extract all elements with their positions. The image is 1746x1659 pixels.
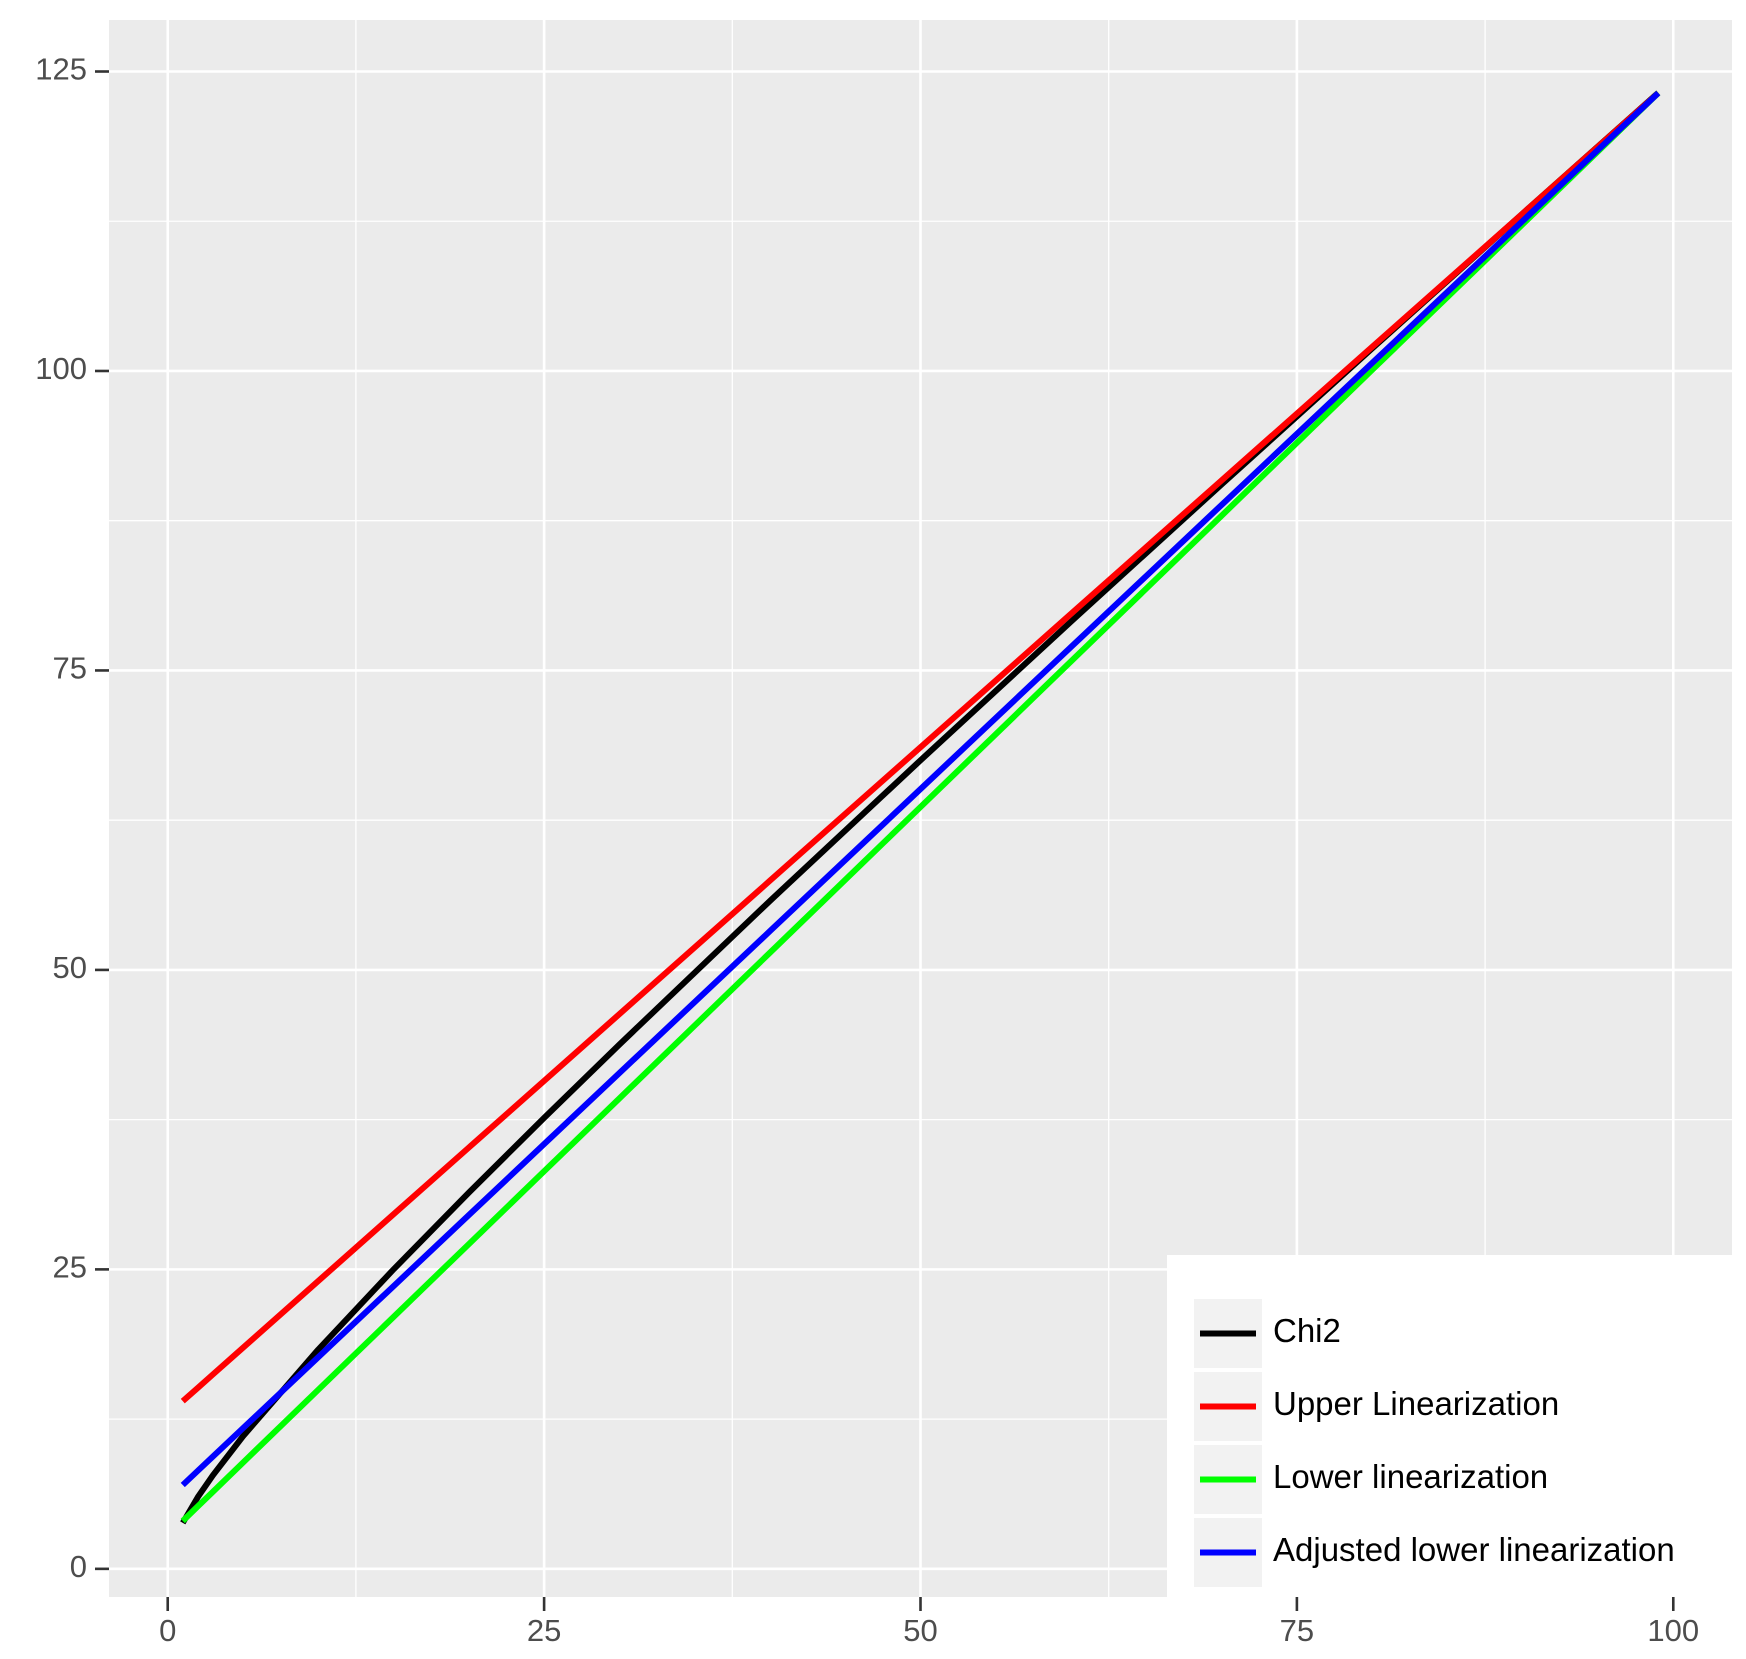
y-tick-label: 100 (35, 351, 87, 386)
series-line (180, 90, 1661, 1524)
x-tick-label: 50 (903, 1613, 937, 1648)
x-tick-label: 0 (159, 1613, 176, 1648)
legend: Chi2 Upper Linearization Lower linearizati… (1167, 1255, 1732, 1597)
y-tick-label: 0 (70, 1549, 87, 1584)
y-tick-label: 25 (53, 1250, 87, 1285)
y-tick-label: 125 (35, 52, 87, 87)
x-tick-label: 75 (1280, 1613, 1314, 1648)
x-tick-label: 25 (527, 1613, 561, 1648)
y-tick-label: 50 (53, 950, 87, 985)
series-line (180, 90, 1661, 1404)
legend-label: Upper Linearization (1273, 1385, 1559, 1422)
legend-label: Lower linearization (1273, 1458, 1548, 1495)
y-tick-label: 75 (53, 651, 87, 686)
legend-label: Chi2 (1273, 1312, 1341, 1349)
x-tick-label: 100 (1647, 1613, 1699, 1648)
series-line (180, 90, 1661, 1488)
legend-label: Adjusted lower linearization (1273, 1531, 1675, 1568)
